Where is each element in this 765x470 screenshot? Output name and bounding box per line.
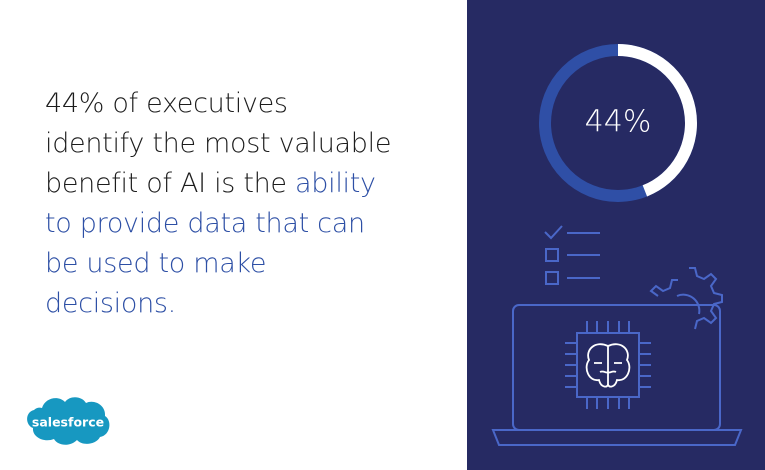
icons: [491, 225, 743, 446]
headline-emphasis: decisions.: [45, 288, 176, 319]
gear-hub: [676, 293, 701, 315]
headline-text: identify the most valuable: [45, 128, 392, 159]
logo-text: salesforce: [32, 415, 104, 430]
illustration-panel: 44%: [467, 0, 765, 470]
headline-line: to provide data that can: [45, 204, 391, 244]
headline-emphasis: to provide data that can: [45, 208, 365, 239]
headline-line: be used to make: [45, 244, 391, 284]
donut-arc: [617, 44, 697, 197]
chip-pins: [565, 321, 651, 409]
headline-text: benefit of AI is the: [45, 168, 296, 199]
headline-emphasis: ability: [295, 168, 376, 199]
donut-label: 44%: [585, 105, 652, 140]
logo: salesforce: [27, 397, 110, 445]
headline-line: identify the most valuable: [45, 124, 391, 164]
logo-cloud: [27, 397, 110, 445]
panel-background: [467, 0, 765, 470]
brain: [585, 343, 631, 388]
headline-line: benefit of AI is the ability: [45, 164, 391, 204]
list-box: [545, 271, 559, 285]
gear: [649, 267, 723, 330]
headline-line: decisions.: [45, 284, 391, 324]
headline-line: 44% of executives: [45, 84, 391, 124]
check-mark: [544, 225, 563, 240]
headline-text: 44% of executives: [45, 88, 288, 119]
headline: 44% of executives identify the most valua…: [45, 84, 391, 324]
headline-emphasis: be used to make: [45, 248, 267, 279]
list-box: [545, 248, 559, 262]
laptop-base: [491, 429, 743, 446]
